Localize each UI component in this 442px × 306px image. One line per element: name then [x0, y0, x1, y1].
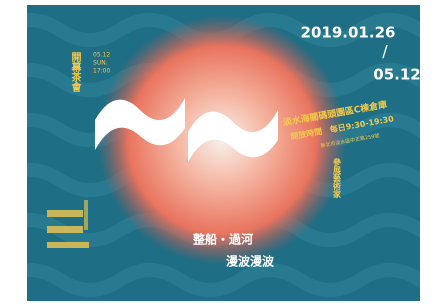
slogan-line: 整船・過河: [192, 232, 253, 247]
poster-art: [0, 5, 442, 301]
artists-title: 參展藝術家: [332, 157, 342, 199]
page: 2019.01.26 / 05.12 開幕茶會 05.12 SUN. 17:00…: [0, 0, 442, 306]
slogan-line: 漫波漫波: [226, 254, 275, 269]
date-separator: /: [382, 42, 388, 61]
poster: 2019.01.26 / 05.12 開幕茶會 05.12 SUN. 17:00…: [0, 0, 442, 306]
opening-date: 05.12: [93, 52, 110, 59]
date-start: 2019.01.26: [301, 24, 396, 42]
date-end: 05.12: [373, 66, 420, 84]
opening-day: SUN.: [93, 60, 108, 67]
opening-time: 17:00: [93, 68, 110, 75]
